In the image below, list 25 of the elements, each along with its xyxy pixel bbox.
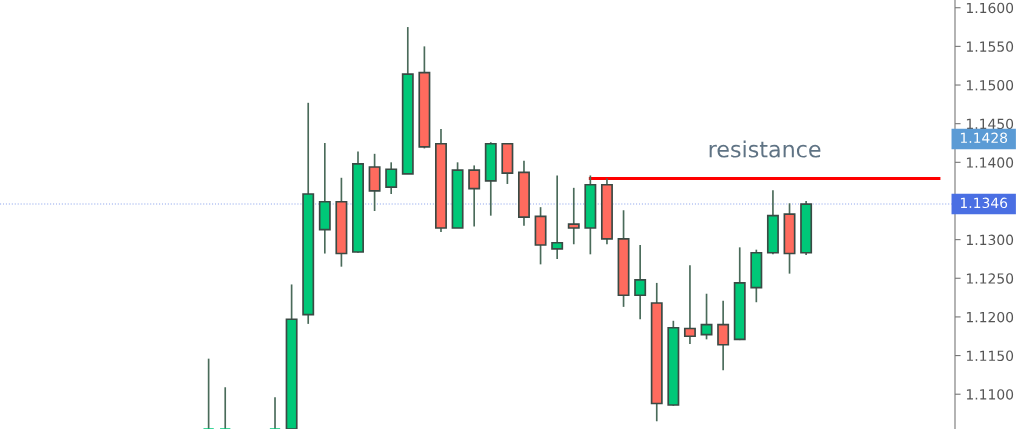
ref-line-label: 1.1346 (960, 197, 1008, 209)
y-tick-label: 1.1550 (966, 41, 1014, 52)
candlestick (468, 164, 481, 228)
candlestick (219, 386, 232, 429)
y-tick-label: 1.1250 (966, 273, 1014, 284)
candlestick (567, 186, 580, 246)
y-tick-label: 1.1400 (966, 157, 1014, 168)
candlestick (551, 174, 564, 260)
candlestick (368, 152, 381, 212)
y-tick-label: 1.1300 (966, 234, 1014, 246)
y-tick-label: 1.1600 (966, 2, 1014, 14)
y-tick-label: 1.1150 (966, 350, 1014, 362)
candlestick (269, 396, 281, 429)
candlestick (683, 264, 696, 345)
y-tick-label: 1.1500 (966, 80, 1014, 91)
y-tick-label: 1.1100 (966, 389, 1014, 400)
candlestick (634, 244, 647, 321)
candlestick (202, 357, 215, 429)
y-tick-label: 1.1450 (966, 118, 1014, 130)
candlestick (700, 292, 713, 341)
candlestick (717, 299, 730, 372)
text: 1.1428 (960, 132, 1008, 144)
series-label: resistance (709, 140, 821, 158)
candlestick (385, 161, 398, 195)
y-tick-label: 1.1200 (966, 311, 1014, 323)
